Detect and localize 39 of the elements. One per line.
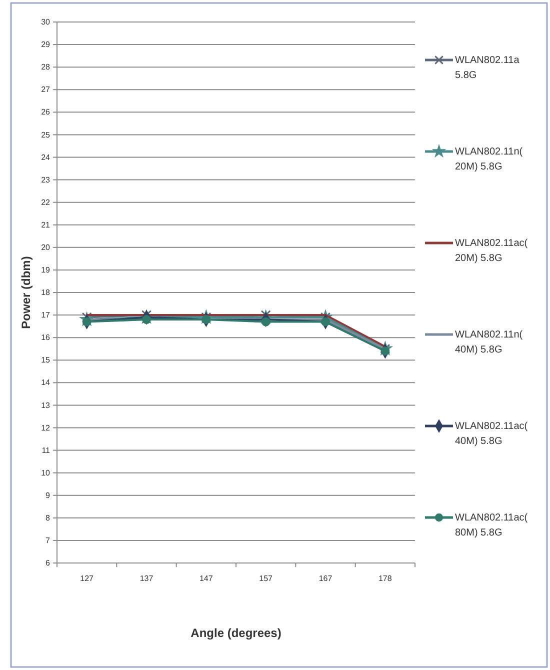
y-tick-label: 6: [46, 558, 51, 568]
y-tick-label: 15: [41, 356, 51, 365]
legend-label: WLAN802.11n(40M) 5.8G: [455, 330, 524, 356]
y-tick-label: 17: [41, 310, 51, 320]
y-tick-label: 14: [41, 378, 51, 388]
x-tick-label: 157: [259, 574, 274, 583]
x-tick-label: 167: [318, 574, 333, 583]
y-tick-label: 30: [41, 18, 51, 27]
y-tick-label: 16: [41, 333, 51, 342]
y-tick-label: 28: [41, 62, 51, 72]
y-tick-label: 29: [41, 40, 51, 50]
y-tick-label: 21: [41, 220, 51, 230]
y-tick-label: 25: [41, 130, 51, 140]
y-tick-label: 19: [41, 266, 51, 275]
y-tick-label: 20: [41, 242, 51, 252]
y-tick-label: 13: [41, 400, 51, 410]
y-tick-label: 18: [41, 288, 51, 298]
y-tick-label: 10: [41, 468, 51, 478]
legend-label: WLAN802.11ac(80M) 5.8G: [455, 512, 528, 538]
x-tick-label: 178: [378, 574, 392, 583]
y-tick-label: 11: [42, 446, 51, 455]
y-tick-label: 12: [41, 423, 51, 432]
y-tick-label: 24: [41, 152, 51, 162]
y-tick-label: 26: [41, 108, 51, 117]
y-tick-label: 23: [41, 175, 51, 184]
y-tick-label: 9: [46, 490, 51, 500]
legend-label: WLAN802.11a 5.8G: [455, 55, 520, 81]
y-tick-label: 8: [46, 513, 51, 522]
legend-label: WLAN802.11ac(20M) 5.8G: [455, 238, 528, 264]
y-axis-title: Power (dbm): [19, 256, 33, 329]
y-tick-label: 7: [46, 536, 51, 546]
y-tick-label: 22: [41, 198, 51, 207]
x-tick-label: 137: [140, 574, 154, 583]
x-tick-label: 147: [199, 574, 214, 583]
legend-label: WLAN802.11n(20M) 5.8G: [455, 146, 524, 172]
x-axis-title: Angle (degrees): [190, 626, 282, 640]
x-tick-label: 127: [80, 574, 94, 583]
y-tick-label: 27: [41, 85, 51, 94]
legend-label: WLAN802.11ac(40M) 5.8G: [455, 421, 528, 447]
